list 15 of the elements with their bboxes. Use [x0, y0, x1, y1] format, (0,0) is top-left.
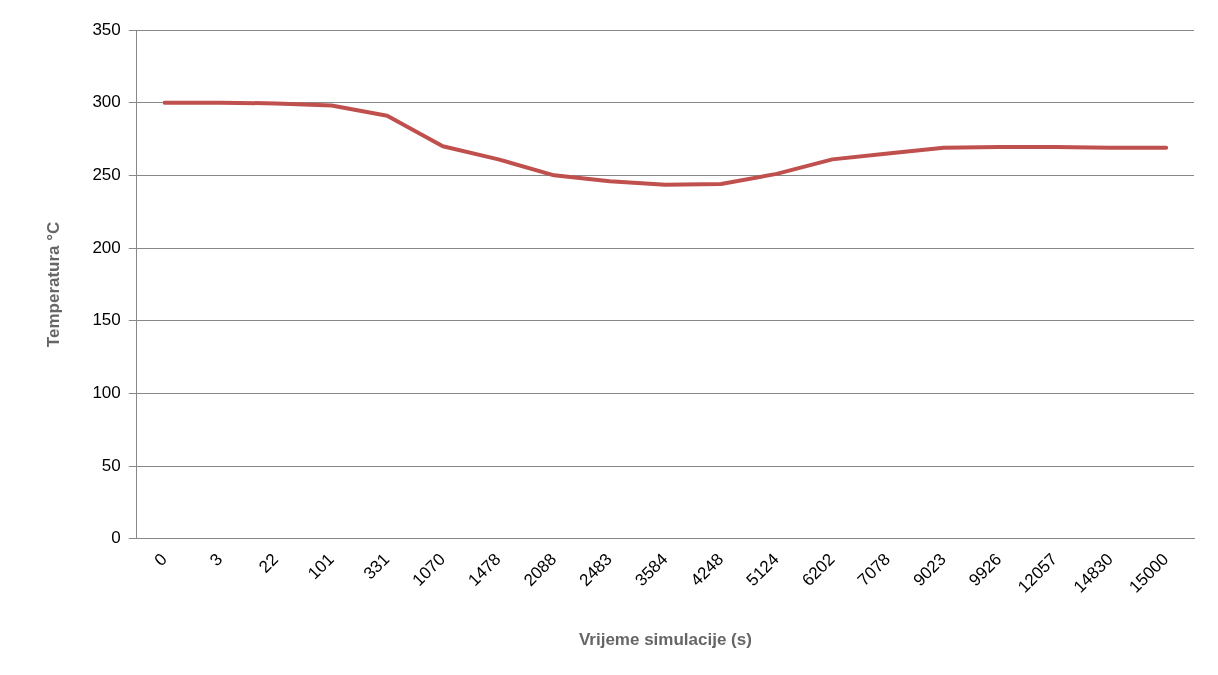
x-tick-label: 101: [304, 549, 338, 584]
y-tick-label: 0: [111, 528, 121, 548]
y-tick-label: 150: [92, 310, 121, 330]
x-tick-label: 3: [206, 549, 227, 570]
y-tick-label: 50: [101, 455, 121, 475]
x-tick-label: 0: [150, 549, 171, 570]
x-tick-label: 331: [359, 549, 394, 584]
x-axis-title: Vrijeme simulacije (s): [578, 630, 752, 650]
y-tick-label: 100: [92, 383, 121, 403]
y-axis-title: Temperatura °C: [43, 221, 63, 348]
x-tick-label: 22: [255, 549, 283, 577]
y-tick-label: 350: [92, 19, 121, 39]
y-tick-label: 300: [92, 92, 121, 112]
y-tick-label: 250: [92, 165, 121, 185]
y-tick-label: 200: [92, 237, 121, 257]
